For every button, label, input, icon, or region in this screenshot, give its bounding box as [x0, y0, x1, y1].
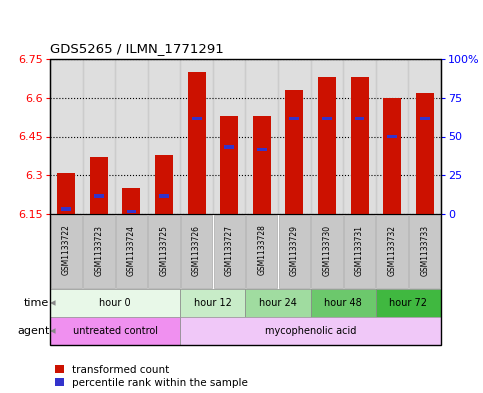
Bar [311, 59, 343, 214]
Bar [159, 194, 169, 198]
Bar [127, 210, 136, 213]
Bar [224, 145, 234, 149]
Bar [322, 117, 332, 120]
FancyBboxPatch shape [344, 215, 375, 288]
Text: GDS5265 / ILMN_1771291: GDS5265 / ILMN_1771291 [50, 42, 224, 55]
Bar [383, 98, 401, 214]
Bar [61, 207, 71, 211]
FancyBboxPatch shape [312, 215, 342, 288]
Bar [83, 59, 115, 214]
Bar [376, 289, 441, 317]
Bar [50, 289, 180, 317]
Text: hour 0: hour 0 [99, 298, 131, 308]
FancyBboxPatch shape [116, 215, 147, 288]
Text: GSM1133733: GSM1133733 [420, 224, 429, 275]
Bar [148, 59, 180, 214]
Bar [416, 93, 434, 214]
Text: agent: agent [17, 326, 49, 336]
Bar [253, 116, 271, 214]
FancyBboxPatch shape [148, 215, 180, 288]
Bar [220, 116, 238, 214]
Text: GSM1133728: GSM1133728 [257, 224, 266, 275]
Bar [192, 117, 201, 120]
Text: GSM1133725: GSM1133725 [159, 224, 169, 275]
Bar [343, 59, 376, 214]
FancyBboxPatch shape [409, 215, 440, 288]
Bar [289, 117, 299, 120]
Bar [355, 117, 365, 120]
FancyBboxPatch shape [246, 215, 277, 288]
Text: GSM1133727: GSM1133727 [225, 224, 234, 275]
Bar [245, 289, 311, 317]
Text: GSM1133723: GSM1133723 [94, 224, 103, 275]
Legend: transformed count, percentile rank within the sample: transformed count, percentile rank withi… [55, 365, 248, 388]
Text: time: time [24, 298, 49, 308]
Text: GSM1133732: GSM1133732 [388, 224, 397, 275]
Bar [278, 59, 311, 214]
FancyBboxPatch shape [51, 215, 82, 288]
Bar [213, 59, 245, 214]
Text: hour 72: hour 72 [389, 298, 427, 308]
Text: GSM1133724: GSM1133724 [127, 224, 136, 275]
Text: GSM1133729: GSM1133729 [290, 224, 299, 275]
Bar [180, 289, 245, 317]
Text: hour 12: hour 12 [194, 298, 232, 308]
Bar [50, 59, 83, 214]
Bar [409, 59, 441, 214]
Text: hour 48: hour 48 [325, 298, 362, 308]
Bar [387, 135, 397, 138]
Text: GSM1133722: GSM1133722 [62, 224, 71, 275]
Bar [115, 59, 148, 214]
Bar [57, 173, 75, 214]
Bar [311, 289, 376, 317]
Bar [257, 148, 267, 151]
FancyBboxPatch shape [279, 215, 310, 288]
Bar [351, 77, 369, 214]
Bar [318, 77, 336, 214]
Bar [90, 157, 108, 214]
Text: untreated control: untreated control [72, 326, 157, 336]
Bar [245, 59, 278, 214]
Bar [155, 154, 173, 214]
Bar [50, 317, 180, 345]
Bar [180, 59, 213, 214]
Bar [180, 317, 441, 345]
FancyBboxPatch shape [83, 215, 114, 288]
FancyBboxPatch shape [213, 215, 245, 288]
Text: GSM1133730: GSM1133730 [323, 224, 331, 275]
Text: hour 24: hour 24 [259, 298, 297, 308]
Bar [420, 117, 430, 120]
Bar [94, 194, 104, 198]
Bar [123, 188, 141, 214]
Bar [285, 90, 303, 214]
Bar [188, 72, 206, 214]
FancyBboxPatch shape [181, 215, 212, 288]
Text: GSM1133726: GSM1133726 [192, 224, 201, 275]
Text: mycophenolic acid: mycophenolic acid [265, 326, 356, 336]
FancyBboxPatch shape [376, 215, 408, 288]
Text: GSM1133731: GSM1133731 [355, 224, 364, 275]
Bar [376, 59, 409, 214]
